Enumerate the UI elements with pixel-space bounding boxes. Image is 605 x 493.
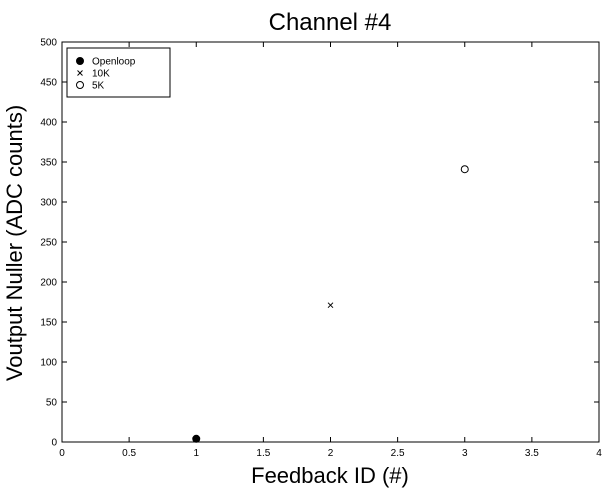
y-tick-label: 50 — [46, 398, 58, 409]
legend-label: Openloop — [92, 57, 136, 68]
x-tick-label: 3 — [462, 448, 468, 459]
y-tick-label: 100 — [40, 358, 57, 369]
legend-label: 10K — [92, 69, 110, 80]
y-tick-label: 500 — [40, 38, 57, 49]
data-points — [192, 165, 469, 443]
legend-marker-5k — [76, 81, 84, 89]
x-tick-label: 2.5 — [391, 448, 405, 459]
data-point-openloop — [192, 434, 201, 443]
x-tick-label: 1.5 — [256, 448, 270, 459]
y-tick-label: 0 — [51, 438, 57, 449]
y-tick-label: 150 — [40, 318, 57, 329]
x-tick-label: 3.5 — [525, 448, 539, 459]
x-tick-label: 1 — [193, 448, 199, 459]
axis-ticks: 0 0.5 1 1.5 2 2.5 3 3.5 4 0 50 100 150 200 250 300 350 40… — [40, 38, 602, 460]
x-tick-label: 4 — [596, 448, 602, 459]
y-tick-label: 450 — [40, 78, 57, 89]
y-tick-label: 300 — [40, 198, 57, 209]
y-tick-label: 200 — [40, 278, 57, 289]
legend-marker-openloop — [76, 57, 84, 65]
y-tick-label: 250 — [40, 238, 57, 249]
y-tick-label: 350 — [40, 158, 57, 169]
data-point-5k — [460, 165, 469, 174]
x-tick-label: 2 — [328, 448, 334, 459]
y-tick-label: 400 — [40, 118, 57, 129]
x-tick-label: 0 — [59, 448, 65, 459]
y-axis-title: Voutput Nuller (ADC counts) — [2, 105, 27, 381]
data-point-10k — [327, 302, 334, 309]
legend-box — [66, 47, 171, 98]
x-axis-title: Feedback ID (#) — [251, 463, 409, 488]
legend-label: 5K — [92, 81, 105, 92]
chart-title: Channel #4 — [269, 9, 392, 36]
legend-marker-10k — [77, 70, 83, 76]
plot-area-frame — [61, 41, 600, 443]
x-tick-label: 0.5 — [122, 448, 136, 459]
